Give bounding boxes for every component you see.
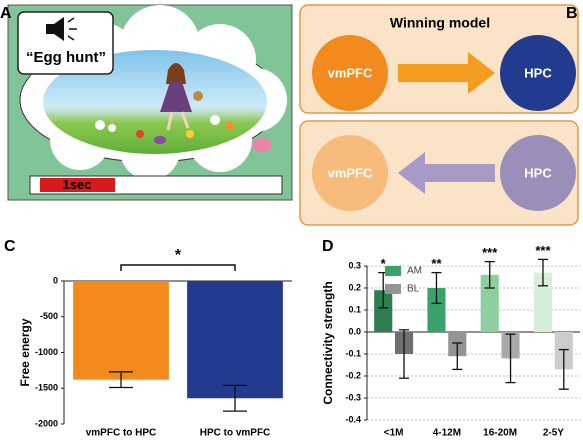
y-tick-label: -1000 (35, 347, 58, 357)
panel-label: C (4, 238, 16, 255)
bar (427, 288, 446, 332)
legend-label: AM (407, 266, 422, 277)
y-tick-label: 0.0 (348, 326, 361, 336)
x-tick-label: HPC to vmPFC (200, 428, 271, 439)
significance-bracket (120, 264, 236, 271)
model-title: Winning model (390, 15, 490, 31)
node (500, 35, 576, 111)
y-axis-label: Connectivity strength (321, 281, 335, 404)
y-tick-label: -0.1 (345, 348, 361, 358)
annotation: *** (535, 243, 551, 258)
y-axis-label: Free energy (18, 318, 32, 386)
node (500, 135, 576, 211)
x-tick-label: vmPFC to HPC (86, 428, 157, 439)
legend-swatch (385, 266, 401, 276)
speaker-icon (46, 17, 77, 41)
x-tick-label: 4-12M (433, 428, 461, 439)
panel-label: A (0, 5, 12, 22)
y-tick-label: -0.4 (345, 414, 361, 424)
significance-label: * (175, 247, 182, 264)
legend-label: BL (407, 284, 420, 295)
y-tick-label: 0.3 (348, 260, 361, 270)
node (312, 135, 388, 211)
bar (187, 281, 283, 399)
y-tick-label: 0.1 (348, 304, 361, 314)
y-tick-label: -2000 (35, 418, 58, 428)
arrow (398, 52, 495, 94)
annotation: ** (431, 256, 442, 271)
node-label: vmPFC (328, 165, 373, 180)
node-label: HPC (524, 65, 552, 80)
y-tick-label: 0.2 (348, 282, 361, 292)
y-tick-label: -1500 (35, 383, 58, 393)
bar (480, 274, 499, 332)
x-tick-label: 2-5Y (543, 428, 564, 439)
arrow (398, 152, 495, 194)
y-tick-label: -0.2 (345, 370, 361, 380)
timer-fill (40, 178, 115, 192)
node (312, 35, 388, 111)
x-tick-label: 16-20M (483, 428, 517, 439)
timer-text: 1sec (63, 177, 92, 192)
y-tick-label: -0.3 (345, 392, 361, 402)
y-tick-label: 0 (53, 275, 58, 285)
panel-label: B (566, 5, 578, 22)
node-label: HPC (524, 165, 552, 180)
bar (533, 272, 553, 332)
speech-box (17, 11, 114, 75)
x-tick-label: <1M (384, 428, 404, 439)
girl (160, 63, 203, 131)
y-tick-label: -500 (40, 311, 58, 321)
annotation: * (381, 256, 387, 271)
node-label: vmPFC (328, 65, 373, 80)
panel-label: D (322, 238, 334, 255)
legend-swatch (385, 284, 401, 294)
flowers (95, 115, 272, 152)
bar (374, 290, 393, 332)
bar (73, 281, 169, 380)
speech-text: “Egg hunt” (26, 49, 106, 66)
annotation: *** (482, 245, 498, 260)
